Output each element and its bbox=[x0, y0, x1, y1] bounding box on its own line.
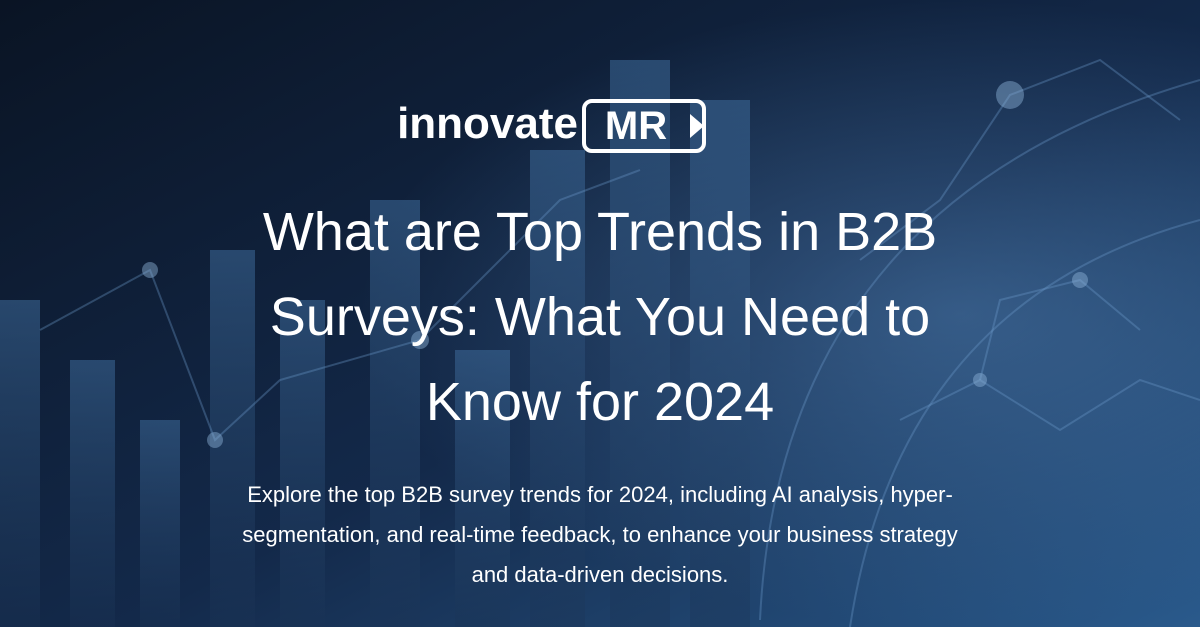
logo-arrow bbox=[690, 114, 704, 138]
logo: innovate MR bbox=[397, 99, 706, 153]
description-line: and data-driven decisions. bbox=[472, 562, 729, 587]
logo-name: innovate bbox=[397, 99, 578, 148]
title-line: Know for 2024 bbox=[426, 372, 774, 432]
title-line: What are Top Trends in B2B bbox=[263, 202, 937, 262]
description-line: Explore the top B2B survey trends for 20… bbox=[247, 482, 953, 507]
logo-mark: MR bbox=[605, 104, 667, 148]
title-line: Surveys: What You Need to bbox=[270, 287, 930, 347]
description-line: segmentation, and real-time feedback, to… bbox=[242, 522, 957, 547]
